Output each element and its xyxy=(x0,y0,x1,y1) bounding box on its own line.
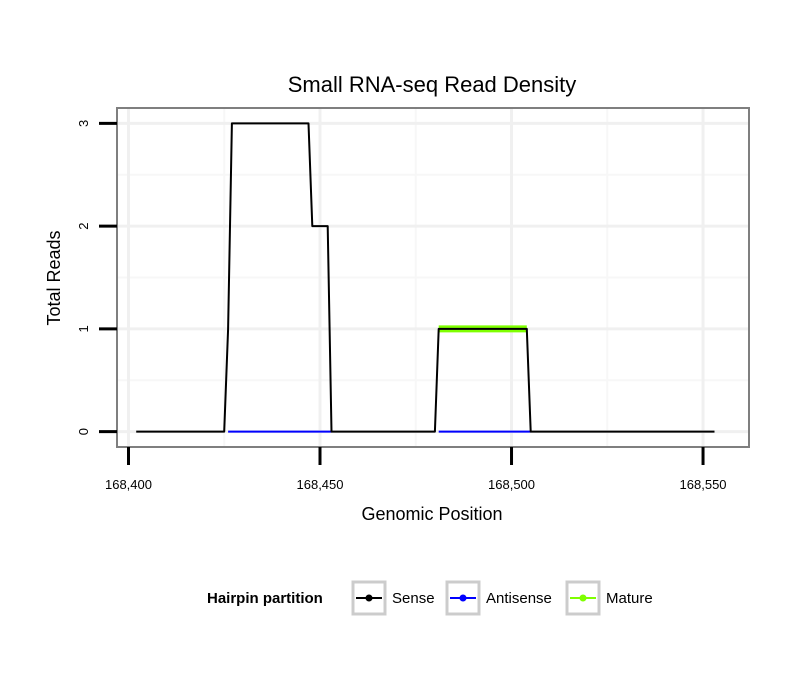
y-tick-label-3: 3 xyxy=(76,120,91,127)
legend-item-sense: Sense xyxy=(351,580,435,616)
x-tick-label-1: 168,450 xyxy=(297,477,344,492)
legend-label-antisense: Antisense xyxy=(486,590,552,607)
legend-label-mature: Mature xyxy=(606,590,653,607)
chart-title: Small RNA-seq Read Density xyxy=(288,72,577,97)
legend-item-antisense: Antisense xyxy=(445,580,552,616)
x-tick-label-2: 168,500 xyxy=(488,477,535,492)
legend-item-mature: Mature xyxy=(565,580,653,616)
axes: 0 1 2 3 168,400 168,450 168,500 168,550 xyxy=(76,120,727,492)
grid xyxy=(117,108,749,447)
series-layer xyxy=(136,122,715,433)
series-line-sense xyxy=(136,122,715,433)
legend: Hairpin partition Sense Antisense Mature xyxy=(207,580,653,616)
x-tick-label-3: 168,550 xyxy=(680,477,727,492)
plot-panel-border xyxy=(116,107,750,448)
y-tick-label-2: 2 xyxy=(76,223,91,230)
y-axis-title: Total Reads xyxy=(44,230,64,325)
y-tick-label-1: 1 xyxy=(76,325,91,332)
legend-label-sense: Sense xyxy=(392,590,435,607)
legend-title: Hairpin partition xyxy=(207,590,323,607)
x-tick-label-0: 168,400 xyxy=(105,477,152,492)
x-axis-title: Genomic Position xyxy=(361,504,502,524)
y-tick-label-0: 0 xyxy=(76,428,91,435)
